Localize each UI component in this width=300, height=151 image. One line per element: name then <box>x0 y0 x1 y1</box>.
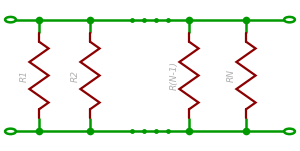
Circle shape <box>5 129 16 134</box>
Text: RN: RN <box>227 69 236 82</box>
Circle shape <box>5 17 16 22</box>
Circle shape <box>284 129 295 134</box>
Text: R1: R1 <box>20 69 29 82</box>
Text: R(N-1): R(N-1) <box>170 61 179 90</box>
Circle shape <box>284 17 295 22</box>
Text: R2: R2 <box>71 69 80 82</box>
